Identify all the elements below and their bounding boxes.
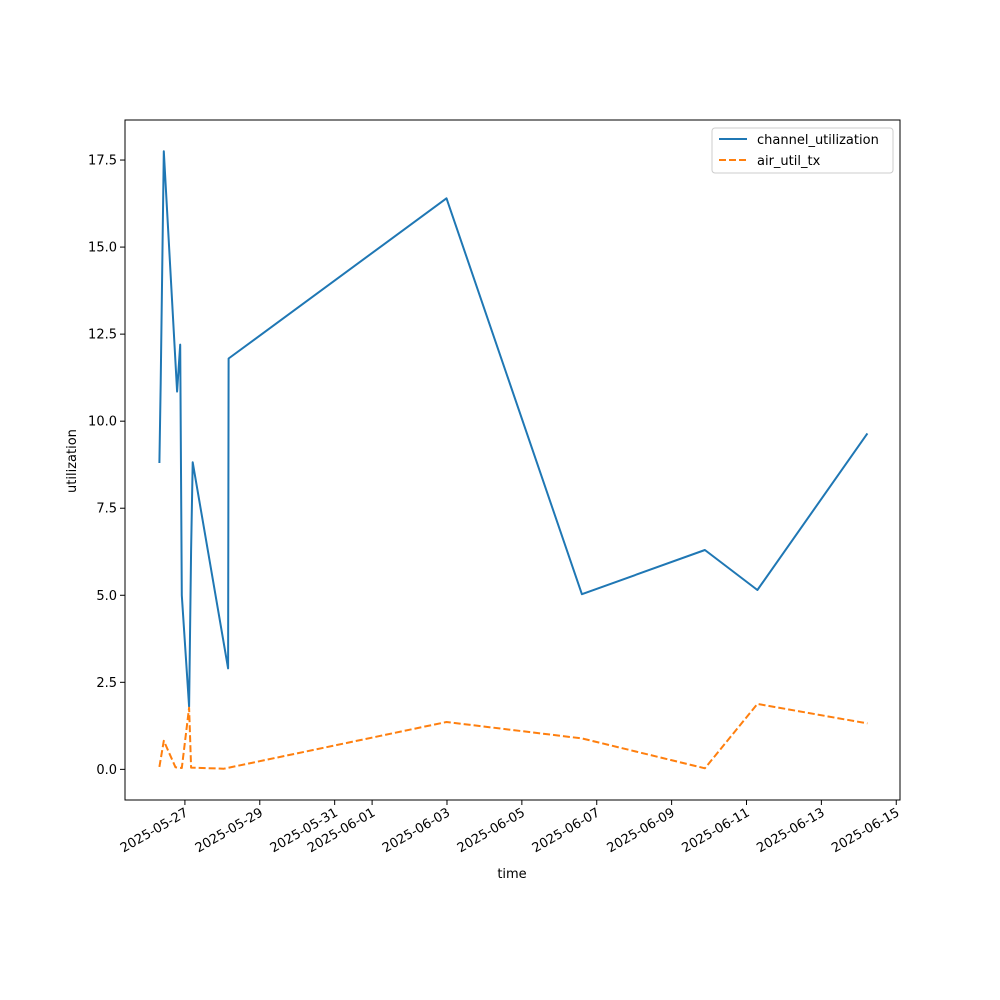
y-tick-label: 12.5 (88, 328, 117, 343)
legend: channel_utilization air_util_tx (711, 127, 894, 174)
plot-frame (124, 119, 901, 801)
legend-box (711, 127, 894, 174)
x-tick-label: 2025-06-05 (455, 805, 528, 856)
legend-label-channel-utilization: channel_utilization (757, 133, 879, 148)
legend-label-air-util-tx: air_util_tx (757, 154, 821, 169)
y-axis-label: utilization (65, 429, 80, 493)
y-tick-label: 5.0 (96, 589, 117, 604)
x-tick-label: 2025-05-29 (193, 805, 266, 856)
series-line-air-util-tx (158, 702, 868, 770)
x-tick-label: 2025-06-15 (829, 805, 902, 856)
y-tick-label: 15.0 (88, 241, 117, 256)
x-tick-label: 2025-06-09 (605, 805, 678, 856)
plot-lines (158, 150, 869, 770)
x-tick-label: 2025-06-11 (680, 805, 753, 856)
y-tick-label: 0.0 (96, 763, 117, 778)
y-tick-label: 10.0 (88, 415, 117, 430)
x-tick-label: 2025-06-07 (530, 805, 603, 856)
y-axis: 0.0 2.5 5.0 7.5 10.0 12.5 15.0 17.5 (88, 154, 125, 778)
x-tick-label: 2025-06-03 (380, 805, 453, 856)
x-tick-label: 2025-05-27 (118, 805, 191, 856)
y-tick-label: 2.5 (96, 676, 117, 691)
x-axis: 2025-05-27 2025-05-29 2025-05-312025-06-01… (118, 800, 902, 856)
x-tick-label: 2025-06-13 (754, 805, 827, 856)
x-axis-label: time (497, 867, 526, 882)
y-tick-label: 17.5 (88, 154, 117, 169)
y-tick-label: 7.5 (96, 502, 117, 517)
series-line-channel-utilization (158, 150, 869, 708)
